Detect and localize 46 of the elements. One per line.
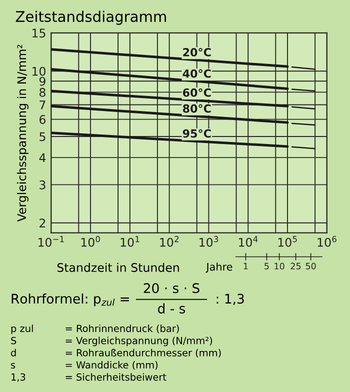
- y-axis-title: Vergleichsspannung in N/mm²: [17, 44, 28, 222]
- x-tick-label: 10$^{3}$: [200, 236, 218, 247]
- series-label: 20°C: [183, 48, 211, 56]
- text: 25: [290, 262, 301, 270]
- text: 10: [274, 262, 284, 270]
- x-tick-label: 10$^{0}$: [81, 236, 100, 247]
- text: S: [11, 336, 16, 344]
- y-tick-label: 2: [40, 218, 46, 228]
- text: 50: [306, 262, 316, 270]
- text: = Wanddicke (mm): [66, 361, 158, 370]
- text: = Sicherheitsbeiwert: [66, 373, 166, 381]
- x-axis-title: Standzeit in Stunden: [57, 262, 179, 272]
- x-tick-label: 10$^{5}$: [278, 236, 297, 247]
- text: Jahre: [206, 262, 232, 273]
- y-tick-label: 9: [39, 76, 46, 86]
- chart-title: Zeitstandsdiagramm: [16, 10, 166, 25]
- text: d - s: [158, 303, 186, 314]
- x-tick-label: 10$^{4}$: [239, 236, 258, 247]
- y-tick-label: 15: [32, 28, 46, 38]
- text: p zul: [11, 324, 33, 334]
- y-tick-label: 7: [40, 100, 46, 110]
- text: 20 · s · S: [144, 283, 200, 294]
- text: Rohrformel: p$_{zul}$ =: [12, 293, 129, 306]
- y-tick-label: 8: [40, 88, 46, 97]
- series-label: 80°C: [182, 104, 211, 113]
- text: 1,3: [12, 373, 26, 382]
- x-tick-label: 10$^{1}$: [120, 236, 140, 247]
- text: : 1,3: [216, 294, 244, 306]
- text: d: [11, 348, 16, 356]
- text: s: [11, 362, 16, 369]
- series-label: 60°C: [182, 88, 211, 97]
- series-label: 40°C: [182, 69, 211, 78]
- y-tick-label: 4: [39, 153, 46, 162]
- y-tick-label: 3: [40, 180, 46, 190]
- text: = Vergleichspannung (N/mm²): [66, 336, 212, 346]
- text: = Rohrinnendruck (bar): [66, 324, 179, 334]
- series-label: 95°C: [182, 129, 211, 138]
- y-tick-label: 5: [40, 132, 46, 142]
- text: 1: [244, 262, 248, 270]
- text: = Rohraußendurchmesser (mm): [66, 348, 221, 358]
- text: 5: [264, 262, 269, 270]
- x-tick-label: 10$^{−1}$: [38, 236, 64, 247]
- x-tick-label: 10$^{6}$: [318, 236, 336, 247]
- x-tick-label: 10$^{2}$: [160, 236, 178, 247]
- y-tick-label: 10: [32, 66, 46, 76]
- y-tick-label: 6: [40, 115, 46, 124]
